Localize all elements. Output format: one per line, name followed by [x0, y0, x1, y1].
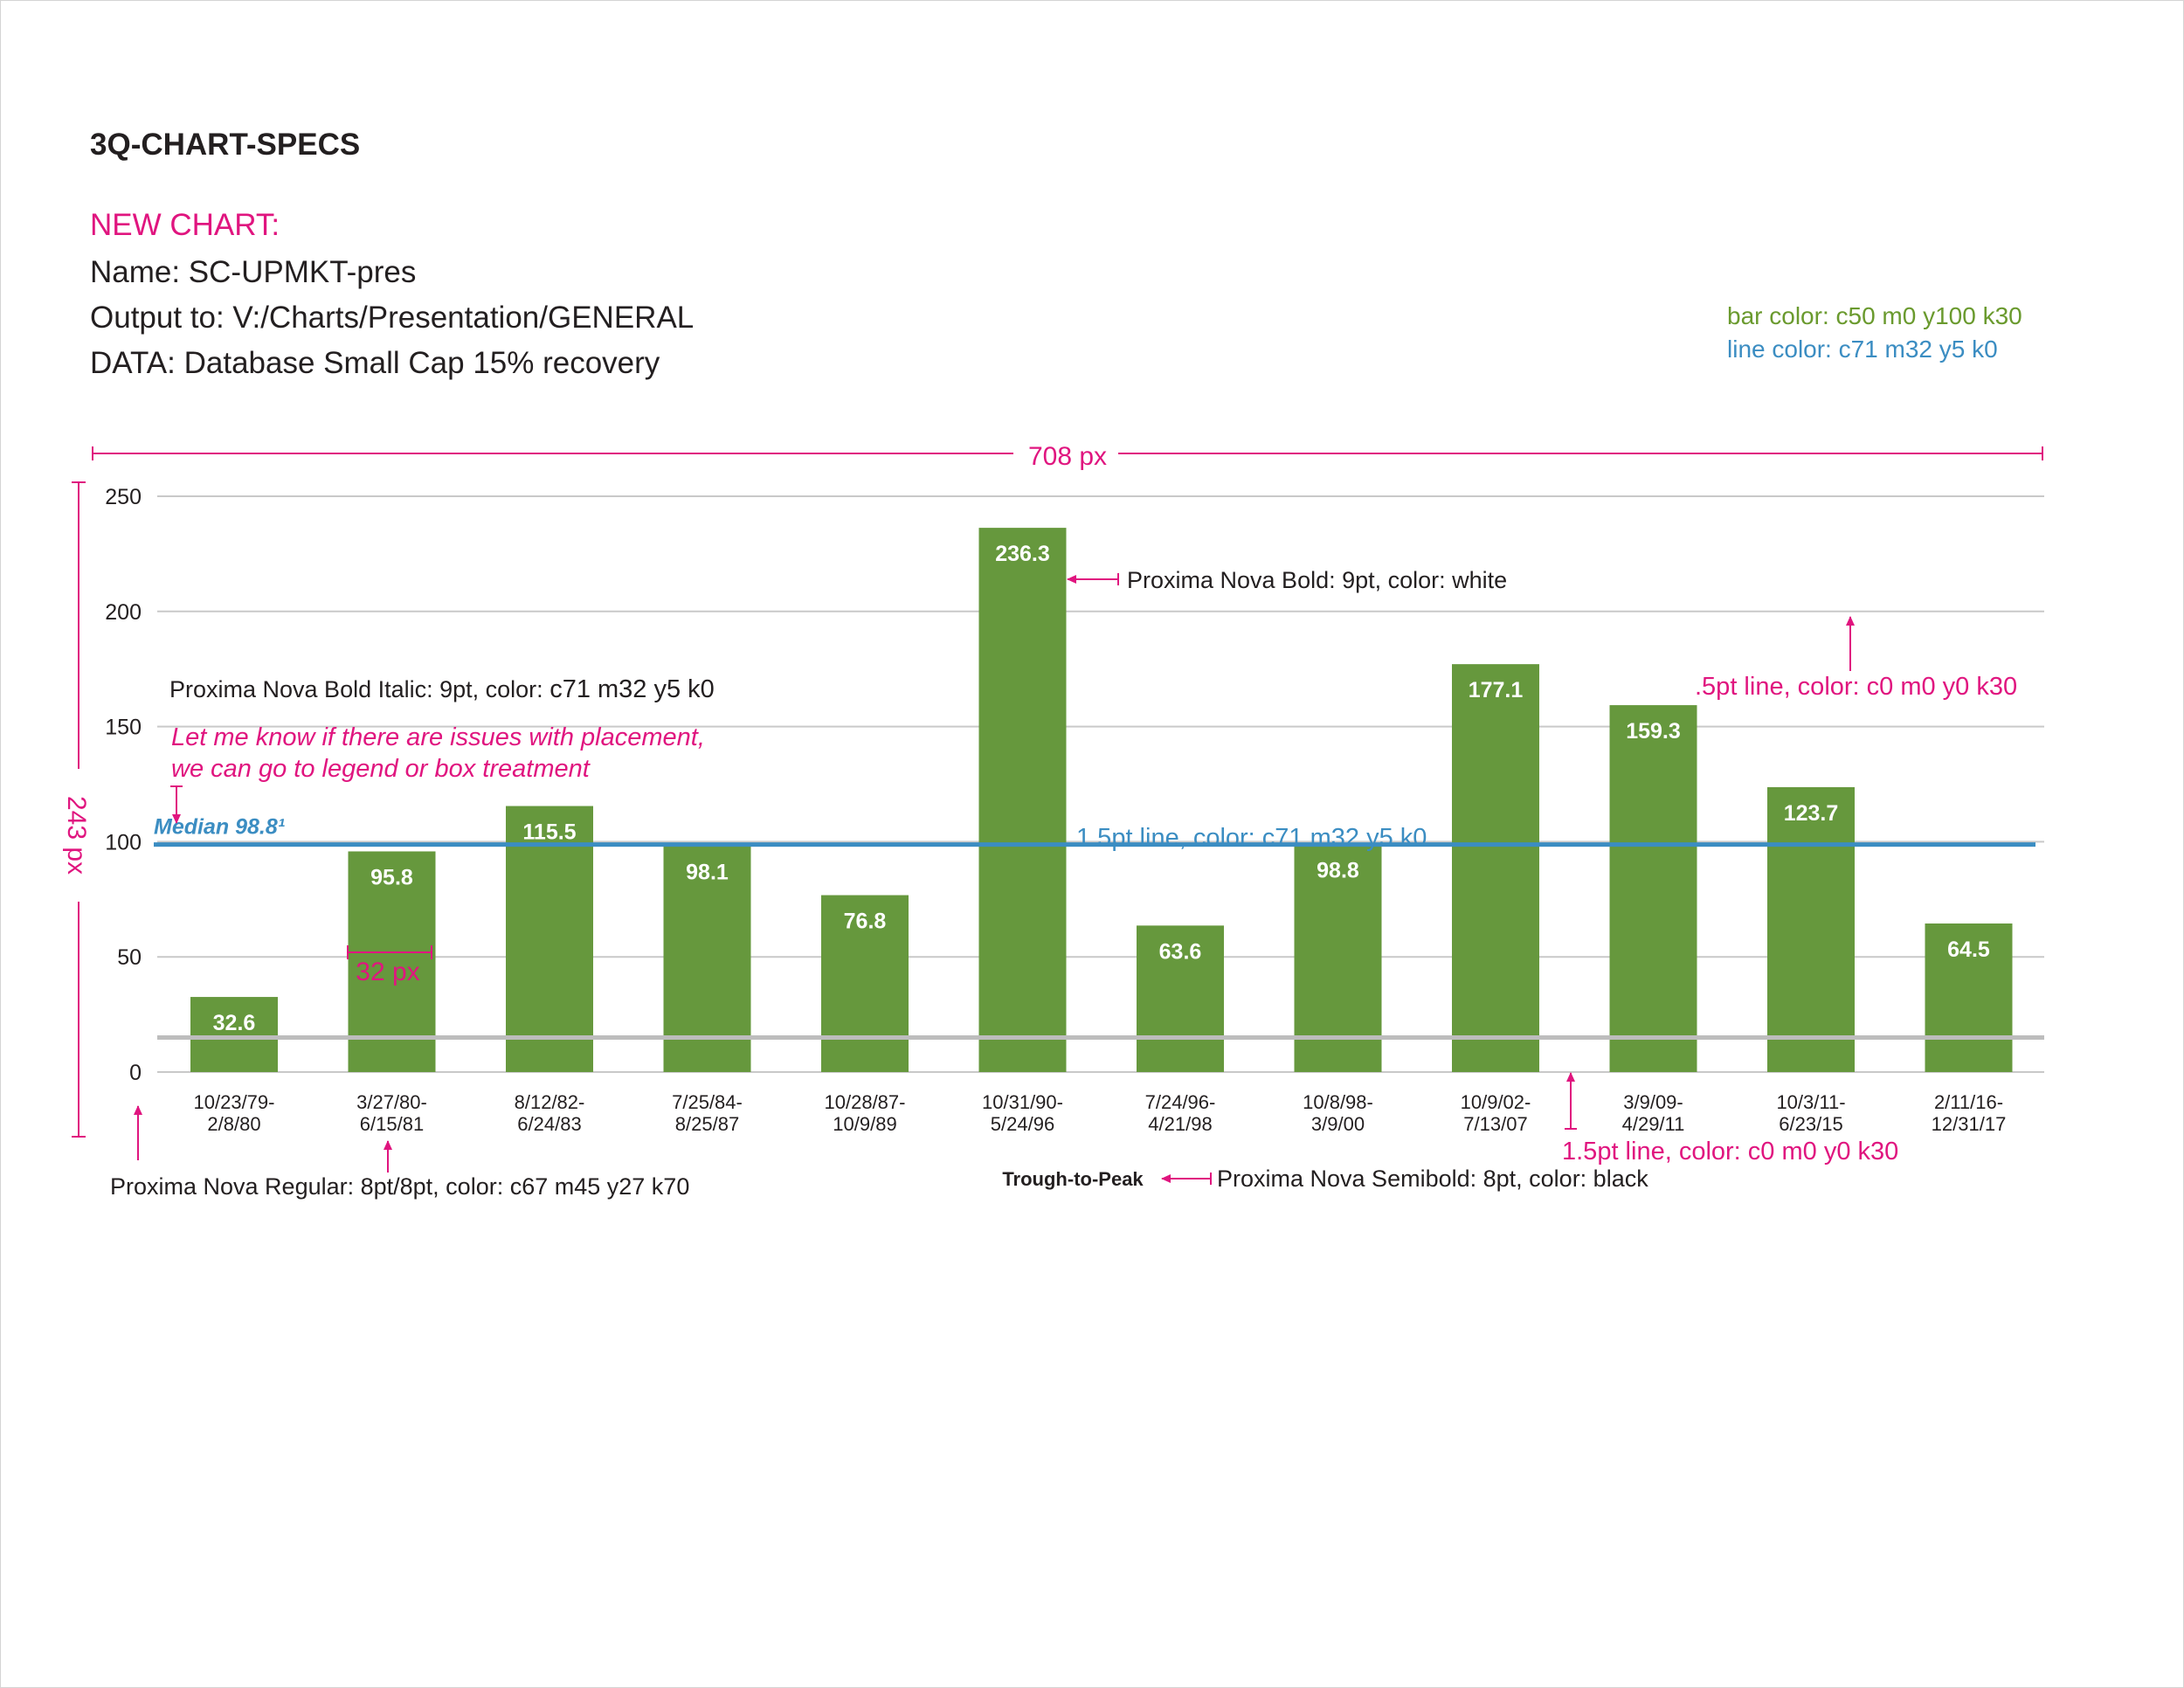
x-tick-label: 10/9/02- — [1461, 1091, 1531, 1113]
bars: 32.6 10/23/79-2/8/80 95.8 3/27/80-6/15/81 11… — [154, 528, 2044, 1190]
bar-color-note: bar color: c50 m0 y100 k30 — [1727, 302, 2022, 329]
bar-value-label: 98.1 — [686, 860, 729, 884]
bar — [506, 806, 593, 1072]
bar — [821, 895, 909, 1072]
label-font-spec: Proxima Nova Bold: 9pt, color: white — [1127, 567, 1507, 593]
height-dimension-label: 243 px — [62, 796, 91, 875]
bar-value-label: 95.8 — [370, 865, 413, 889]
spec-annotations: 708 px 243 px 32 px Proxima Nova Bold: 9… — [62, 442, 2043, 1200]
placement-note-line-1: Let me know if there are issues with pla… — [171, 723, 705, 751]
bar — [663, 846, 751, 1072]
new-chart-heading: NEW CHART: — [90, 208, 280, 242]
bar-value-label: 63.6 — [1159, 939, 1202, 964]
bar-value-label: 177.1 — [1469, 678, 1524, 702]
x-tick-label: 10/3/11- — [1776, 1091, 1845, 1113]
y-tick-label: 150 — [105, 716, 142, 740]
bar-value-label: 64.5 — [1947, 937, 1990, 962]
median-label: Median 98.8¹ — [154, 815, 286, 840]
y-tick-label: 100 — [105, 830, 142, 854]
output-path-line: Output to: V:/Charts/Presentation/GENERA… — [90, 301, 695, 335]
bar — [190, 997, 278, 1072]
bar — [1609, 705, 1697, 1072]
x-tick-label: 7/24/96- — [1145, 1091, 1216, 1113]
x-tick-label: 10/9/89 — [833, 1113, 896, 1135]
median-line-spec: 1.5pt line, color: c71 m32 y5 k0 — [1076, 824, 1427, 852]
bar-value-label: 32.6 — [213, 1011, 256, 1035]
bar-width-label: 32 px — [356, 958, 419, 986]
bar — [978, 528, 1067, 1072]
axis-font-spec: Proxima Nova Regular: 8pt/8pt, color: c6… — [110, 1173, 689, 1200]
x-tick-label: 10/23/79- — [194, 1091, 275, 1113]
chart-name-line: Name: SC-UPMKT-pres — [90, 255, 417, 289]
x-tick-label: 6/15/81 — [360, 1113, 424, 1135]
x-axis-label: Trough-to-Peak — [1002, 1168, 1144, 1190]
bar-value-label: 123.7 — [1784, 801, 1839, 826]
median-font-spec: Proxima Nova Bold Italic: 9pt, color: c7… — [169, 675, 715, 703]
x-tick-label: 6/24/83 — [517, 1113, 581, 1135]
bar-value-label: 159.3 — [1626, 719, 1681, 744]
x-tick-label: 6/23/15 — [1779, 1113, 1842, 1135]
x-tick-label: 7/25/84- — [672, 1091, 743, 1113]
bar — [1925, 923, 2013, 1072]
x-tick-label: 7/13/07 — [1463, 1113, 1527, 1135]
x-tick-label: 10/31/90- — [982, 1091, 1063, 1113]
y-tick-label: 50 — [117, 945, 142, 970]
x-tick-label: 3/27/80- — [356, 1091, 427, 1113]
median-font-spec-prefix: Proxima Nova Bold Italic: 9pt, color: — [169, 676, 549, 702]
placement-note-line-2: we can go to legend or box treatment — [171, 755, 591, 783]
bar — [1767, 786, 1855, 1072]
width-dimension-label: 708 px — [1028, 442, 1107, 471]
data-source-line: DATA: Database Small Cap 15% recovery — [90, 346, 660, 380]
x-tick-label: 3/9/09- — [1623, 1091, 1683, 1113]
grid-line-spec: .5pt line, color: c0 m0 y0 k30 — [1695, 673, 2017, 701]
x-tick-label: 4/29/11 — [1622, 1113, 1685, 1135]
x-tick-label: 2/8/80 — [207, 1113, 260, 1135]
x-tick-label: 3/9/00 — [1311, 1113, 1365, 1135]
bar-value-label: 236.3 — [995, 542, 1050, 566]
bar — [1452, 664, 1539, 1072]
baseline-line-spec: 1.5pt line, color: c0 m0 y0 k30 — [1562, 1138, 1898, 1166]
page-title: 3Q-CHART-SPECS — [90, 128, 361, 162]
y-tick-label: 0 — [129, 1061, 142, 1085]
x-tick-label: 12/31/17 — [1932, 1113, 2007, 1135]
bar — [1294, 844, 1382, 1072]
x-tick-label: 2/11/16- — [1934, 1091, 2003, 1113]
gridlines: 0 50 100 150 200 250 — [105, 485, 2044, 1085]
bar-value-label: 115.5 — [522, 820, 576, 845]
bar — [348, 851, 436, 1072]
bar — [1137, 925, 1224, 1072]
y-tick-label: 250 — [105, 485, 142, 509]
x-tick-label: 10/28/87- — [825, 1091, 906, 1113]
xlabel-font-spec: Proxima Nova Semibold: 8pt, color: black — [1217, 1166, 1648, 1192]
x-tick-label: 5/24/96 — [991, 1113, 1054, 1135]
median-font-spec-color: c71 m32 y5 k0 — [549, 675, 715, 703]
y-tick-label: 200 — [105, 600, 142, 625]
line-color-note: line color: c71 m32 y5 k0 — [1727, 336, 1998, 363]
bar-value-label: 98.8 — [1317, 859, 1359, 883]
x-tick-label: 4/21/98 — [1148, 1113, 1212, 1135]
x-tick-label: 8/12/82- — [515, 1091, 585, 1113]
x-tick-label: 10/8/98- — [1303, 1091, 1373, 1113]
bar-value-label: 76.8 — [844, 910, 887, 934]
x-tick-label: 8/25/87 — [675, 1113, 739, 1135]
